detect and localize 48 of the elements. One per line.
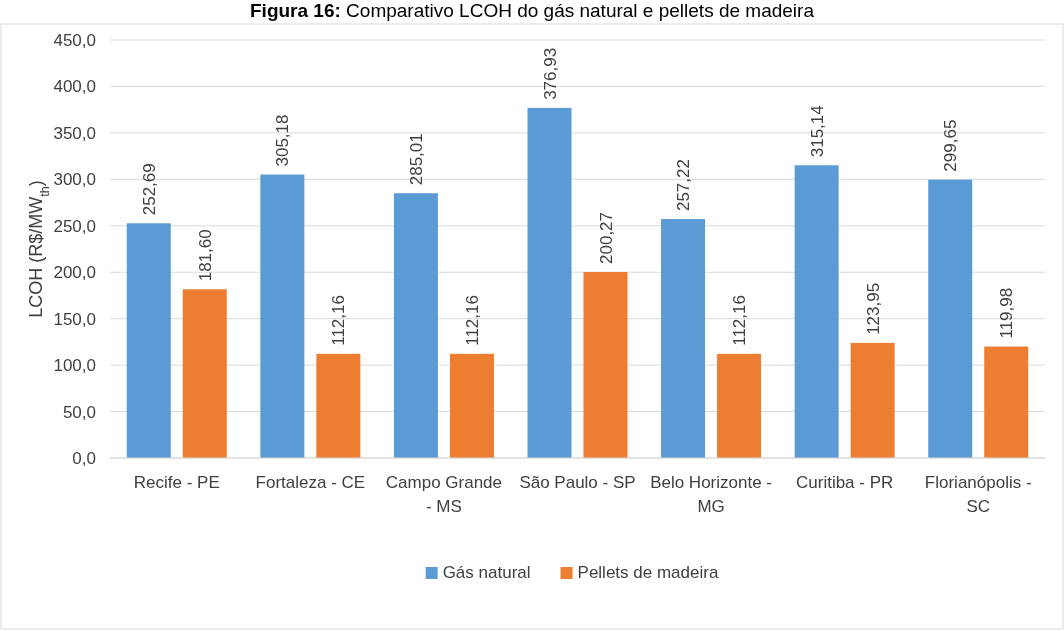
x-tick-label: Curitiba - PR [795, 473, 894, 492]
bar [527, 107, 572, 458]
data-label: 305,18 [273, 114, 293, 167]
bar [126, 223, 171, 458]
y-tick-label: 250,0 [53, 216, 96, 236]
data-label: 299,65 [941, 119, 961, 172]
x-tick-label: Belo Horizonte - MG [650, 473, 773, 516]
data-label: 315,14 [807, 105, 827, 158]
data-label: 181,60 [195, 229, 215, 282]
y-tick-label: 300,0 [53, 170, 96, 190]
data-label: 112,16 [329, 295, 349, 346]
data-label: 112,16 [730, 295, 750, 346]
bar [182, 289, 227, 458]
data-label: 257,22 [674, 159, 694, 212]
bar [449, 353, 494, 458]
bar [928, 179, 973, 458]
y-tick-label: 150,0 [53, 309, 96, 329]
data-label: 285,01 [406, 133, 426, 186]
bar [850, 342, 895, 458]
x-tick-label: Florianópolis - SC [924, 473, 1032, 516]
y-tick-label: 450,0 [53, 30, 96, 50]
bar [794, 165, 839, 458]
x-tick-label: São Paulo - SP [519, 473, 636, 492]
data-label: 200,27 [596, 211, 616, 264]
x-tick-label: Fortaleza - CE [255, 473, 366, 492]
data-label: 376,93 [540, 47, 560, 100]
x-tick-label: Recife - PE [133, 473, 220, 492]
y-tick-label: 0,0 [72, 448, 96, 468]
data-label: 112,16 [462, 295, 482, 346]
x-tick-label: Campo Grande - MS [385, 473, 503, 516]
bar [583, 271, 628, 458]
data-label: 119,98 [997, 287, 1017, 339]
y-tick-label: 400,0 [53, 77, 96, 97]
bar [393, 193, 438, 458]
y-tick-label: 350,0 [53, 123, 96, 143]
data-label: 252,69 [139, 163, 159, 216]
bar [316, 353, 361, 458]
bar [661, 219, 706, 458]
legend-label: Gás natural [442, 563, 531, 582]
legend-label: Pellets de madeira [577, 563, 719, 582]
y-tick-label: 100,0 [53, 356, 96, 376]
chart-title: Figura 16: Comparativo LCOH do gás natural e pellets de madeira [250, 0, 815, 21]
bar [260, 174, 305, 458]
bar [717, 353, 762, 458]
data-label: 123,95 [863, 282, 883, 335]
y-tick-label: 200,0 [53, 263, 96, 283]
bar [984, 346, 1029, 458]
y-tick-label: 50,0 [62, 402, 96, 422]
